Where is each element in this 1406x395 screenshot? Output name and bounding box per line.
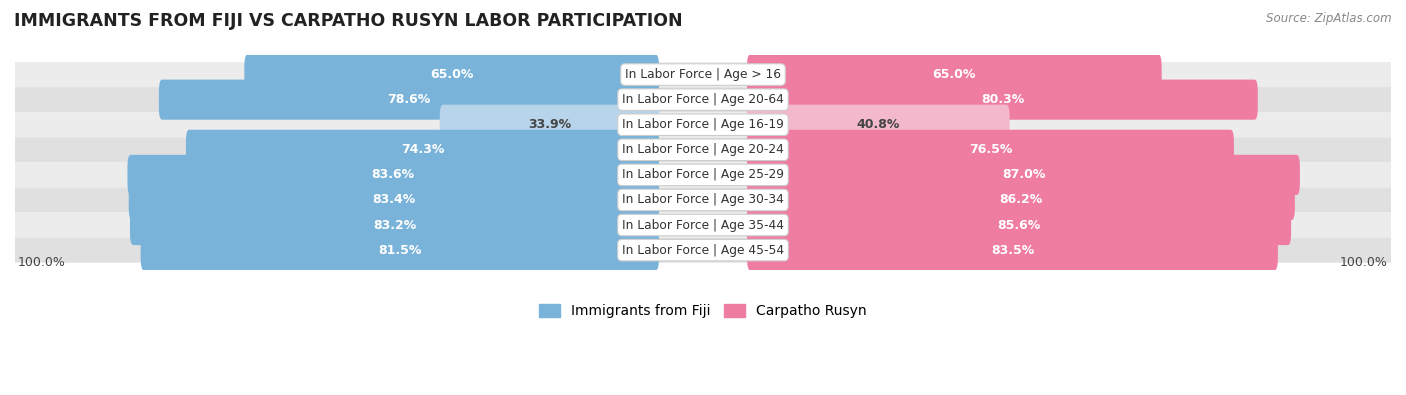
Text: Source: ZipAtlas.com: Source: ZipAtlas.com: [1267, 12, 1392, 25]
Text: 76.5%: 76.5%: [969, 143, 1012, 156]
FancyBboxPatch shape: [15, 62, 1391, 87]
Text: 83.5%: 83.5%: [991, 244, 1033, 257]
FancyBboxPatch shape: [440, 105, 659, 145]
FancyBboxPatch shape: [129, 205, 659, 245]
FancyBboxPatch shape: [747, 55, 1161, 95]
FancyBboxPatch shape: [141, 230, 659, 270]
FancyBboxPatch shape: [747, 130, 1234, 170]
Text: 65.0%: 65.0%: [430, 68, 474, 81]
Text: 83.2%: 83.2%: [373, 218, 416, 231]
Text: IMMIGRANTS FROM FIJI VS CARPATHO RUSYN LABOR PARTICIPATION: IMMIGRANTS FROM FIJI VS CARPATHO RUSYN L…: [14, 12, 683, 30]
FancyBboxPatch shape: [159, 79, 659, 120]
FancyBboxPatch shape: [15, 162, 1391, 187]
Text: In Labor Force | Age 20-64: In Labor Force | Age 20-64: [621, 93, 785, 106]
FancyBboxPatch shape: [747, 105, 1010, 145]
Text: In Labor Force | Age > 16: In Labor Force | Age > 16: [626, 68, 780, 81]
FancyBboxPatch shape: [15, 87, 1391, 112]
Text: In Labor Force | Age 20-24: In Labor Force | Age 20-24: [621, 143, 785, 156]
Text: 83.4%: 83.4%: [373, 194, 416, 207]
FancyBboxPatch shape: [186, 130, 659, 170]
FancyBboxPatch shape: [245, 55, 659, 95]
Text: In Labor Force | Age 45-54: In Labor Force | Age 45-54: [621, 244, 785, 257]
Text: 100.0%: 100.0%: [1340, 256, 1388, 269]
Text: 74.3%: 74.3%: [401, 143, 444, 156]
FancyBboxPatch shape: [15, 237, 1391, 263]
FancyBboxPatch shape: [15, 187, 1391, 213]
Text: In Labor Force | Age 35-44: In Labor Force | Age 35-44: [621, 218, 785, 231]
FancyBboxPatch shape: [129, 180, 659, 220]
Text: In Labor Force | Age 16-19: In Labor Force | Age 16-19: [621, 118, 785, 131]
Text: 40.8%: 40.8%: [856, 118, 900, 131]
Legend: Immigrants from Fiji, Carpatho Rusyn: Immigrants from Fiji, Carpatho Rusyn: [533, 299, 873, 324]
FancyBboxPatch shape: [747, 230, 1278, 270]
FancyBboxPatch shape: [747, 180, 1295, 220]
FancyBboxPatch shape: [15, 213, 1391, 237]
Text: 85.6%: 85.6%: [997, 218, 1040, 231]
Text: In Labor Force | Age 30-34: In Labor Force | Age 30-34: [621, 194, 785, 207]
FancyBboxPatch shape: [747, 155, 1301, 195]
Text: 86.2%: 86.2%: [1000, 194, 1043, 207]
Text: 83.6%: 83.6%: [371, 168, 415, 181]
Text: 33.9%: 33.9%: [527, 118, 571, 131]
Text: 65.0%: 65.0%: [932, 68, 976, 81]
FancyBboxPatch shape: [15, 112, 1391, 137]
Text: 80.3%: 80.3%: [981, 93, 1024, 106]
Text: 100.0%: 100.0%: [18, 256, 66, 269]
Text: In Labor Force | Age 25-29: In Labor Force | Age 25-29: [621, 168, 785, 181]
FancyBboxPatch shape: [747, 205, 1291, 245]
FancyBboxPatch shape: [128, 155, 659, 195]
Text: 87.0%: 87.0%: [1001, 168, 1045, 181]
FancyBboxPatch shape: [747, 79, 1258, 120]
Text: 81.5%: 81.5%: [378, 244, 422, 257]
FancyBboxPatch shape: [15, 137, 1391, 162]
Text: 78.6%: 78.6%: [387, 93, 430, 106]
